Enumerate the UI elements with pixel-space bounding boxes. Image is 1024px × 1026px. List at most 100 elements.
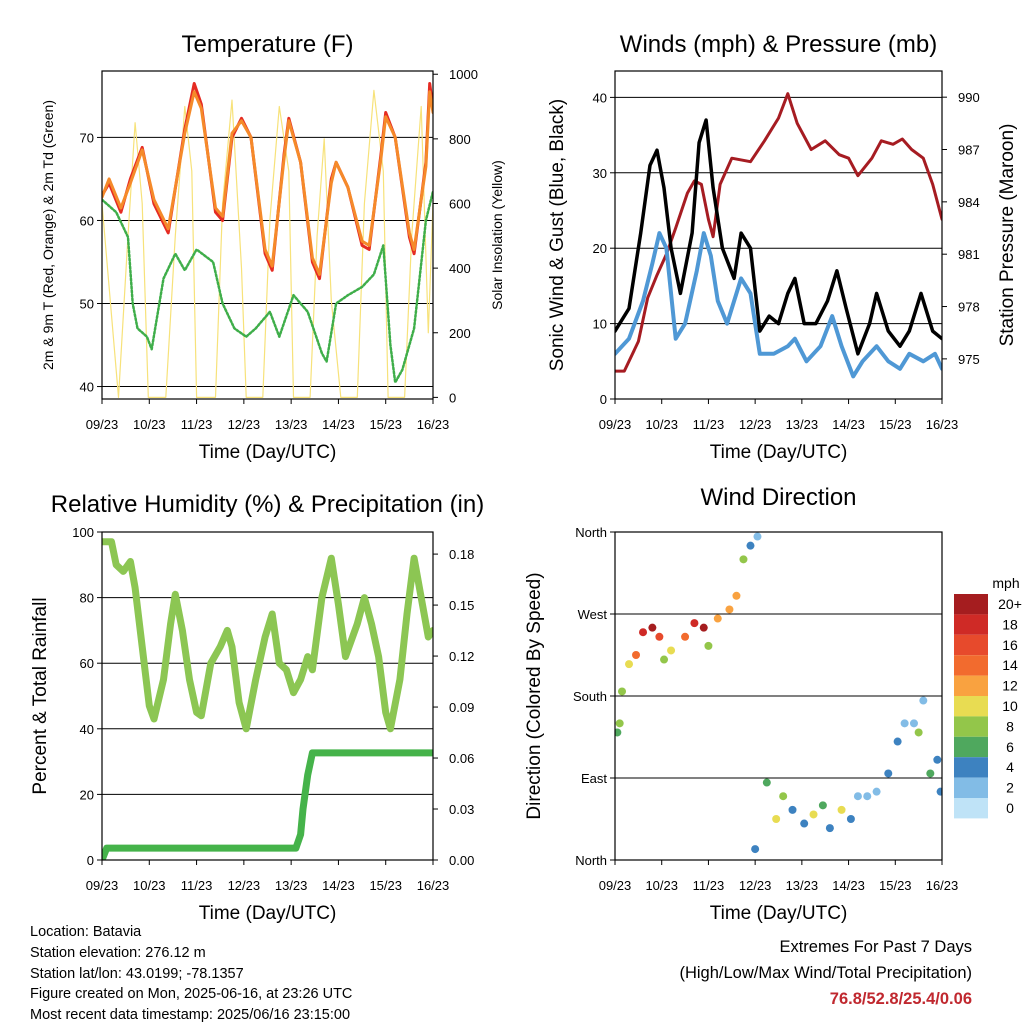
- x-tick-label: 15/23: [879, 417, 912, 432]
- legend-swatch: [954, 736, 988, 758]
- direction-point: [753, 532, 762, 541]
- direction-point: [751, 845, 760, 854]
- direction-point: [725, 605, 734, 614]
- direction-point: [732, 591, 741, 600]
- y-axis-label: Percent & Total Rainfall: [30, 597, 51, 794]
- y2-tick-label: 1000: [449, 67, 478, 82]
- direction-point: [681, 632, 690, 641]
- direction-point: [872, 787, 881, 796]
- x-tick-label: 10/23: [645, 417, 678, 432]
- x-axis-label: Time (Day/UTC): [710, 903, 848, 924]
- y-tick-label: East: [581, 771, 607, 786]
- chart-title: Wind Direction: [700, 484, 856, 511]
- direction-point: [655, 632, 664, 641]
- legend-swatch: [954, 716, 988, 737]
- x-tick-label: 16/23: [926, 417, 959, 432]
- y2-tick-label: 200: [449, 326, 471, 341]
- x-tick-label: 09/23: [599, 878, 632, 893]
- x-tick-label: 14/23: [322, 878, 355, 893]
- direction-point: [926, 769, 935, 778]
- x-axis-label: Time (Day/UTC): [710, 442, 848, 463]
- x-tick-label: 15/23: [369, 417, 402, 432]
- extremes-title: Extremes For Past 7 Days: [779, 938, 972, 956]
- extremes-subtitle: (High/Low/Max Wind/Total Precipitation): [679, 964, 972, 982]
- direction-point: [837, 805, 846, 814]
- direction-point: [788, 805, 797, 814]
- legend-label: 0: [1006, 800, 1014, 816]
- y-tick-label: 40: [593, 90, 607, 105]
- x-axis-label: Time (Day/UTC): [199, 442, 337, 463]
- y2-tick-label: 0: [449, 390, 456, 405]
- direction-point: [863, 792, 872, 801]
- plot-area: [102, 82, 433, 398]
- y-tick-label: West: [578, 607, 608, 622]
- legend-swatch: [954, 634, 988, 656]
- x-tick-label: 11/23: [693, 878, 725, 893]
- panel-temp: Temperature (F) 40 50 60 70 0 200 400 600 800 1000…: [40, 31, 505, 463]
- direction-point: [632, 651, 641, 659]
- panel-wind: Winds (mph) & Pressure (mb) 0 10 20 30 40 975 9…: [547, 31, 1018, 463]
- extremes-values: 76.8/52.8/25.4/0.06: [829, 990, 972, 1008]
- direction-point: [713, 614, 722, 623]
- x-tick-label: 10/23: [133, 878, 166, 893]
- series-solar-insolation: [102, 89, 433, 398]
- legend-label: 6: [1006, 739, 1014, 755]
- x-tick-label: 13/23: [786, 417, 819, 432]
- chart-title: Winds (mph) & Pressure (mb): [620, 31, 937, 58]
- y2-tick-label: 978: [958, 300, 980, 315]
- series-9m-t: [102, 90, 433, 276]
- plot-area: [615, 532, 942, 854]
- y2-tick-label: 800: [449, 132, 471, 147]
- legend-swatch: [954, 798, 988, 819]
- y-axis-label: Direction (Colored By Speed): [524, 572, 545, 819]
- station-elevation: Station elevation: 276.12 m: [30, 944, 206, 961]
- x-tick-label: 11/23: [693, 417, 725, 432]
- y-tick-label: 60: [80, 656, 94, 671]
- direction-point: [900, 719, 909, 728]
- direction-point: [853, 792, 862, 801]
- y-tick-label: 40: [80, 380, 94, 395]
- y-tick-label: North: [575, 525, 607, 540]
- direction-point: [762, 778, 771, 787]
- direction-point: [615, 728, 622, 737]
- plot-frame: [614, 531, 943, 861]
- direction-point: [704, 641, 713, 650]
- y2-tick-label: 0.15: [449, 598, 474, 613]
- y-tick-label: 0: [87, 853, 94, 868]
- y-tick-label: 10: [593, 317, 607, 332]
- plot-frame: [101, 70, 434, 400]
- y-tick-label: 40: [80, 722, 94, 737]
- legend-label: 18: [1002, 616, 1018, 632]
- direction-point: [800, 819, 809, 828]
- x-tick-label: 13/23: [275, 417, 308, 432]
- x-tick-label: 13/23: [786, 878, 819, 893]
- series-2m-td: [102, 190, 433, 384]
- y-tick-label: North: [575, 853, 607, 868]
- y2-tick-label: 0.03: [449, 802, 474, 817]
- figure-created: Figure created on Mon, 2025-06-16, at 23…: [30, 986, 353, 1003]
- legend-label: 20+: [998, 596, 1022, 612]
- y-tick-label: South: [573, 689, 607, 704]
- legend-swatch: [954, 655, 988, 676]
- legend-title: mph: [992, 575, 1019, 591]
- direction-point: [914, 728, 923, 737]
- legend-label: 4: [1006, 759, 1014, 775]
- x-tick-label: 11/23: [181, 878, 213, 893]
- x-tick-label: 12/23: [228, 417, 261, 432]
- station-location: Location: Batavia: [30, 924, 142, 940]
- legend-label: 8: [1006, 718, 1014, 734]
- direction-point: [936, 787, 942, 796]
- y-axis-label: 2m & 9m T (Red, Orange) & 2m Td (Green): [40, 100, 56, 370]
- y-tick-label: 70: [80, 130, 94, 145]
- direction-point: [690, 619, 699, 628]
- plot-area: [615, 92, 942, 379]
- y-tick-label: 20: [593, 241, 607, 256]
- direction-point: [625, 660, 634, 669]
- direction-point: [639, 628, 648, 637]
- plot-area: [102, 538, 433, 860]
- direction-point: [884, 769, 893, 778]
- y-tick-label: 20: [80, 787, 94, 802]
- direction-point: [660, 655, 669, 664]
- direction-point: [746, 541, 755, 550]
